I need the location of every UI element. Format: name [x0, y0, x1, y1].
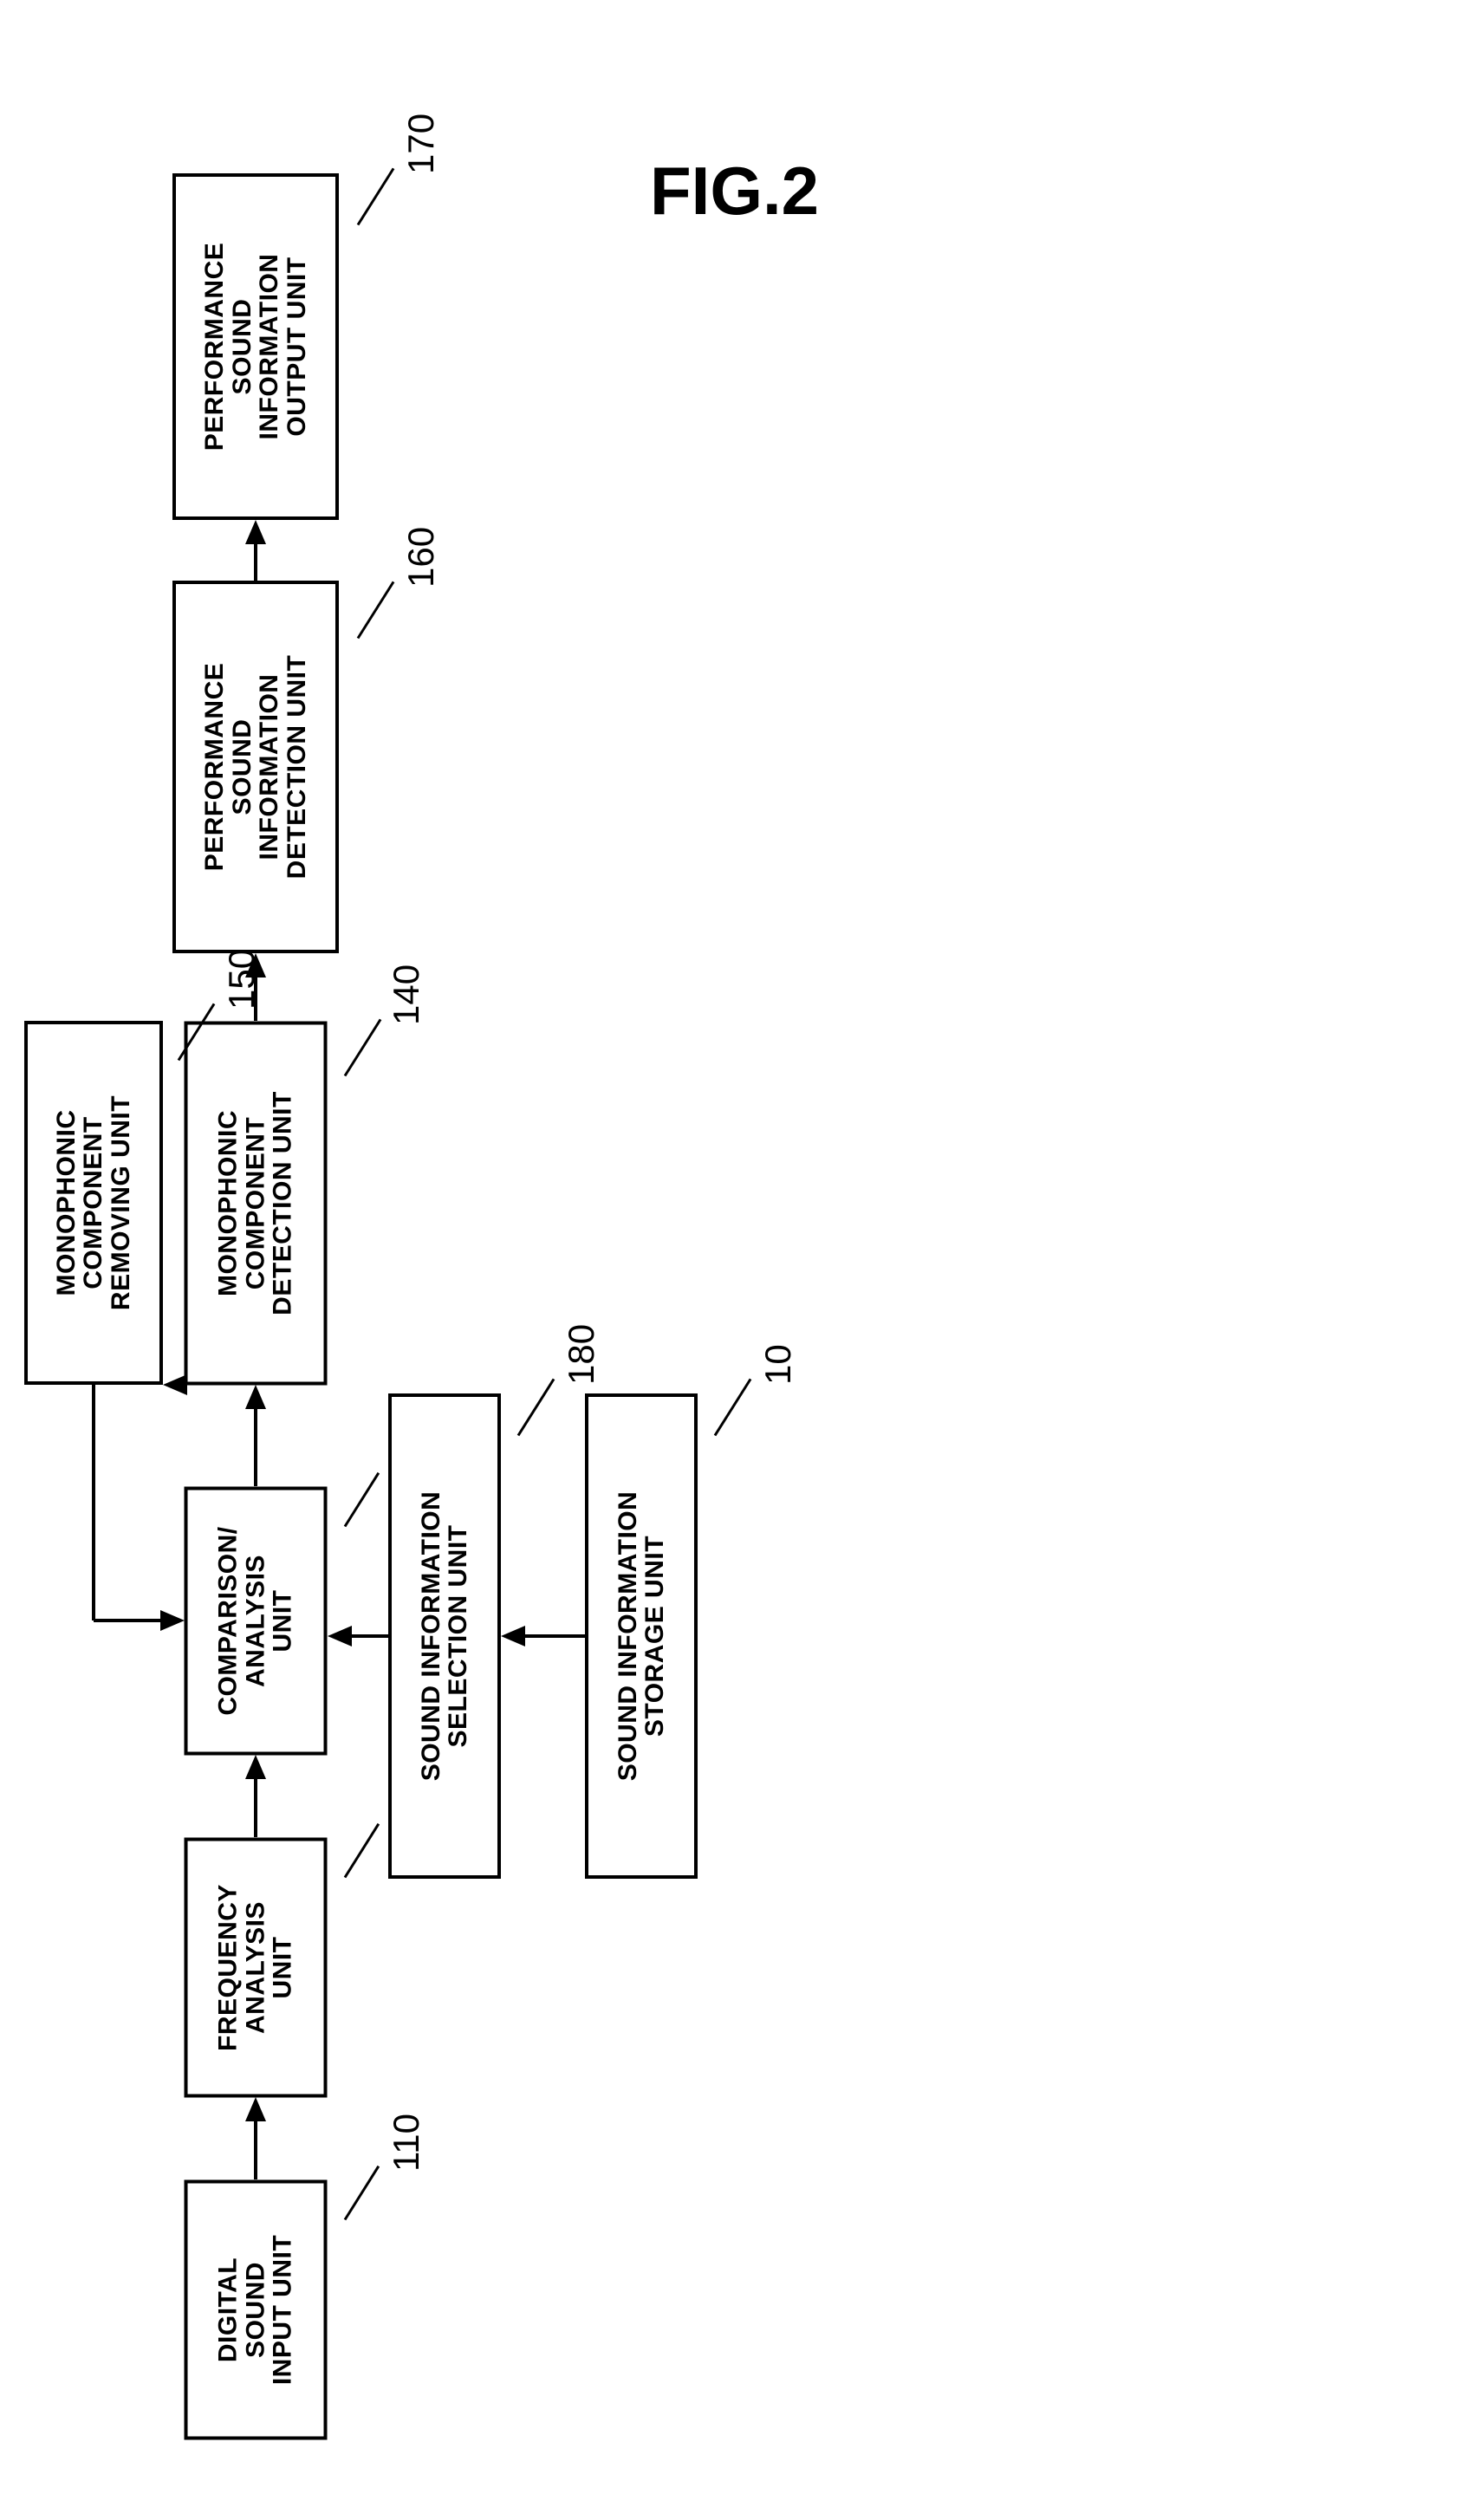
ref-tick-n180 — [517, 1379, 555, 1437]
block-label: MONOPHONIC COMPONENT DETECTION UNIT — [215, 1091, 297, 1315]
block-n150: MONOPHONIC COMPONENT REMOVING UNIT — [24, 1021, 163, 1385]
block-label: PERFORMANCE SOUND INFORMATION DETECTION … — [201, 655, 310, 880]
ref-label-n110: 110 — [386, 2114, 427, 2172]
ref-label-n180: 180 — [561, 1324, 602, 1385]
block-label: FREQUENCY ANALYSIS UNIT — [215, 1884, 297, 2051]
block-label: MONOPHONIC COMPONENT REMOVING UNIT — [53, 1095, 135, 1310]
ref-label-n170: 170 — [400, 114, 442, 174]
block-label: DIGITAL SOUND INPUT UNIT — [215, 2234, 297, 2384]
ref-label-n140: 140 — [386, 964, 427, 1025]
ref-label-n160: 160 — [400, 527, 442, 588]
ref-tick-n160 — [357, 581, 395, 640]
ref-tick-n170 — [357, 168, 395, 226]
block-n120: FREQUENCY ANALYSIS UNIT — [185, 1837, 328, 2097]
ref-label-n150: 150 — [221, 949, 263, 1010]
block-n160: PERFORMANCE SOUND INFORMATION DETECTION … — [172, 581, 339, 953]
ref-label-n10: 10 — [757, 1344, 799, 1385]
block-label: SOUND INFORMATION STORAGE UNIT — [614, 1491, 669, 1782]
block-n110: DIGITAL SOUND INPUT UNIT — [185, 2179, 328, 2439]
ref-tick-n110 — [344, 2166, 380, 2221]
ref-tick-n10 — [714, 1379, 752, 1437]
block-n170: PERFORMANCE SOUND INFORMATION OUTPUT UNI… — [172, 173, 339, 520]
block-n130: COMPARISON/ ANALYSIS UNIT — [185, 1486, 328, 1755]
block-n180: SOUND INFORMATION SELECTION UNIT — [388, 1393, 501, 1879]
block-label: COMPARISON/ ANALYSIS UNIT — [215, 1526, 297, 1715]
ref-tick-n130 — [344, 1472, 380, 1528]
block-n140: MONOPHONIC COMPONENT DETECTION UNIT — [185, 1021, 328, 1385]
figure-title: FIG.2 — [650, 152, 819, 231]
ref-tick-n140 — [344, 1019, 382, 1077]
block-label: PERFORMANCE SOUND INFORMATION OUTPUT UNI… — [201, 243, 310, 451]
block-label: SOUND INFORMATION SELECTION UNIT — [418, 1491, 472, 1782]
ref-tick-n120 — [344, 1823, 380, 1879]
block-n10: SOUND INFORMATION STORAGE UNIT — [585, 1393, 698, 1879]
